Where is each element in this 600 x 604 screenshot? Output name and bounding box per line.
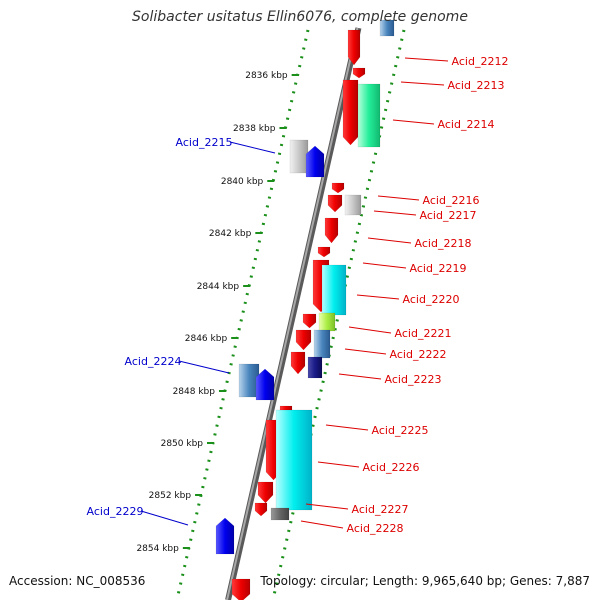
gene-label-acid-2214: Acid_2214 <box>438 118 495 131</box>
gene-box-acid-2223 <box>307 356 323 379</box>
gene-box-acid-2212b <box>379 19 395 37</box>
gene-arrow-acid-2216 <box>331 182 345 194</box>
gene-label-acid-2219: Acid_2219 <box>410 262 467 275</box>
leader-line-acid-2221 <box>348 326 392 334</box>
leader-line-acid-2219 <box>362 262 407 269</box>
scale-label: 2850 kbp <box>161 439 204 449</box>
scale-label: 2836 kbp <box>245 71 288 81</box>
gene-label-acid-2222: Acid_2222 <box>390 348 447 361</box>
gene-label-acid-2215: Acid_2215 <box>176 136 233 149</box>
gene-arrow-acid-2227b <box>254 502 268 517</box>
gene-label-acid-2226: Acid_2226 <box>363 461 420 474</box>
scale-label: 2848 kbp <box>173 387 216 397</box>
gene-box-acid-2220 <box>321 264 347 316</box>
gene-arrow-acid-2227 <box>257 481 274 504</box>
leader-line-acid-2227 <box>305 503 349 510</box>
leader-line-acid-2213 <box>400 81 445 86</box>
scale-label: 2838 kbp <box>233 124 276 134</box>
gene-label-acid-2224: Acid_2224 <box>125 355 182 368</box>
gene-arrow-bottom <box>231 578 251 603</box>
leader-line-acid-2224 <box>178 360 230 374</box>
leader-line-acid-2228 <box>300 520 344 529</box>
gene-box-acid-2214 <box>357 83 381 148</box>
gene-arrow-acid-2219 <box>317 246 331 258</box>
leader-line-acid-2215 <box>229 141 276 154</box>
gene-box-acid-2226 <box>275 409 313 511</box>
gene-arrow-acid-2224 <box>255 368 275 401</box>
gene-label-acid-2217: Acid_2217 <box>420 209 477 222</box>
gene-box-acid-2221 <box>318 312 336 332</box>
leader-line-acid-2214 <box>392 119 435 125</box>
gene-arrow-acid-2212 <box>347 29 361 66</box>
gene-arrow-acid-2213 <box>352 67 366 79</box>
gene-arrow-acid-2229 <box>215 517 235 555</box>
leader-line-acid-2217 <box>373 210 417 216</box>
scale-label: 2852 kbp <box>149 491 192 501</box>
gene-label-acid-2212: Acid_2212 <box>452 55 509 68</box>
scale-label: 2842 kbp <box>209 229 252 239</box>
gene-label-acid-2218: Acid_2218 <box>415 237 472 250</box>
leader-line-acid-2223 <box>338 373 382 380</box>
scale-label: 2854 kbp <box>136 544 179 554</box>
leader-line-acid-2222 <box>344 348 387 355</box>
gene-box-acid-2215 <box>289 139 309 174</box>
gene-arrow-acid-2213b <box>342 79 359 146</box>
gene-arrow-acid-2222 <box>295 329 312 351</box>
gene-box-acid-2228 <box>270 507 290 521</box>
gene-arrow-acid-2215 <box>305 145 325 178</box>
accession-text: Accession: NC_008536 <box>9 574 146 588</box>
gene-box-acid-2222 <box>313 329 331 359</box>
gene-box-acid-2217 <box>344 194 362 216</box>
gene-label-acid-2223: Acid_2223 <box>385 373 442 386</box>
leader-line-acid-2226 <box>317 461 360 468</box>
scale-label: 2840 kbp <box>221 177 264 187</box>
leader-line-acid-2220 <box>356 294 400 300</box>
gene-arrow-acid-2218 <box>324 217 339 244</box>
gene-label-acid-2227: Acid_2227 <box>352 503 409 516</box>
genome-backbone-highlight <box>226 27 359 601</box>
gene-label-acid-2228: Acid_2228 <box>347 522 404 535</box>
leader-line-acid-2212 <box>404 57 449 62</box>
gene-label-acid-2216: Acid_2216 <box>423 194 480 207</box>
leader-line-acid-2218 <box>367 237 412 244</box>
gene-arrow-acid-2217 <box>327 194 343 213</box>
scale-label: 2844 kbp <box>197 282 240 292</box>
gene-label-acid-2221: Acid_2221 <box>395 327 452 340</box>
gene-label-acid-2225: Acid_2225 <box>372 424 429 437</box>
map-title: Solibacter usitatus Ellin6076, complete … <box>132 9 468 25</box>
gene-arrow-acid-2223 <box>290 351 306 375</box>
leader-line-acid-2216 <box>377 195 420 201</box>
gene-arrow-acid-2221 <box>302 313 317 329</box>
leader-line-acid-2225 <box>325 424 369 431</box>
scale-label: 2846 kbp <box>185 334 228 344</box>
gene-label-acid-2220: Acid_2220 <box>403 293 460 306</box>
leader-line-acid-2229 <box>140 510 189 526</box>
gene-label-acid-2213: Acid_2213 <box>448 79 505 92</box>
topology-text: Topology: circular; Length: 9,965,640 bp… <box>260 574 590 588</box>
gene-label-acid-2229: Acid_2229 <box>87 505 144 518</box>
